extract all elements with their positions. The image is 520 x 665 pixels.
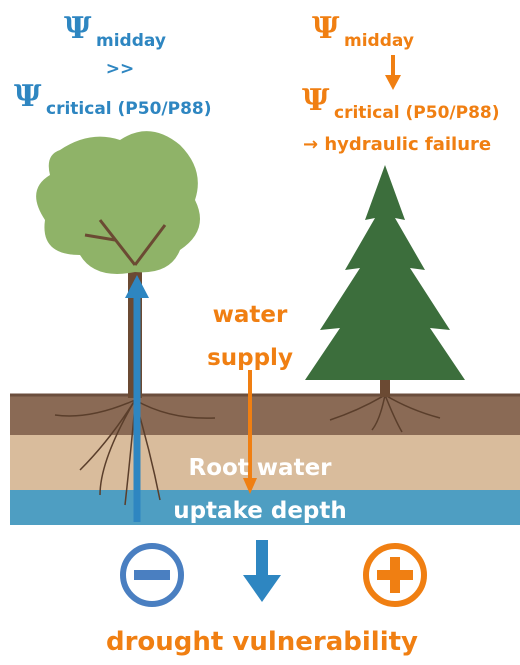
down-arrow-head [243, 575, 281, 602]
psi-symbol: Ψ [302, 83, 330, 118]
comparison: >> [106, 59, 135, 79]
psi-subscript: midday [344, 31, 414, 51]
psi-subscript: critical (P50/P88) [334, 103, 500, 123]
psi-subscript: midday [96, 31, 166, 51]
down-arrow [256, 540, 268, 578]
label: supply [207, 345, 293, 371]
psi-subscript: critical (P50/P88) [46, 99, 212, 119]
footer: drought vulnerability [106, 627, 418, 657]
tree-crown [36, 131, 200, 274]
label: Root water [188, 455, 332, 481]
consequence: → hydraulic failure [303, 134, 491, 155]
fir-crown [305, 165, 465, 380]
psi-symbol: Ψ [64, 11, 92, 46]
psi-symbol: Ψ [14, 79, 42, 114]
label: uptake depth [173, 498, 347, 524]
psi-symbol: Ψ [312, 11, 340, 46]
label: water [213, 302, 288, 328]
plus-bar [390, 557, 400, 593]
arrow-head [385, 75, 401, 90]
minus-bar [134, 570, 170, 580]
diagram: Ψ midday >> Ψ critical (P50/P88) Ψ midda… [0, 0, 520, 665]
